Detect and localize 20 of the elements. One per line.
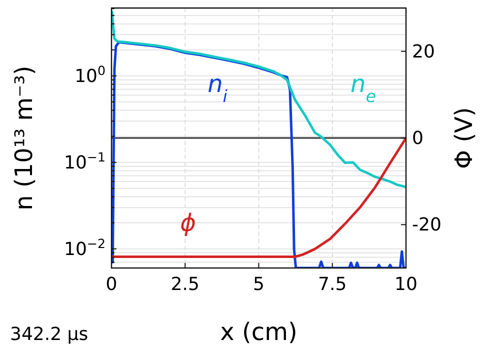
text: 342.2 μs bbox=[10, 324, 88, 345]
y2-tick-label: 0 bbox=[412, 128, 424, 149]
x-tick-label: 2.5 bbox=[170, 274, 200, 295]
y2-tick-label: -20 bbox=[412, 214, 442, 236]
x-axis-title: x (cm) bbox=[220, 318, 298, 346]
series-label: ϕ bbox=[180, 209, 196, 238]
series-label: n$_{e}$ bbox=[350, 70, 376, 106]
y-axis-title: n (10¹³ m⁻³) bbox=[10, 66, 38, 210]
y-tick-label: 10$^{−2}$ bbox=[64, 235, 106, 260]
line-series bbox=[112, 10, 406, 188]
line-series bbox=[112, 136, 406, 258]
y-tick-label: 10$^{−1}$ bbox=[64, 148, 106, 174]
x-tick-label: 5 bbox=[253, 274, 264, 295]
x-tick-label: 7.5 bbox=[318, 274, 347, 295]
x-tick-label: 10 bbox=[394, 274, 418, 295]
x-tick-label: 0 bbox=[106, 274, 118, 295]
y2-tick-label: 20 bbox=[412, 41, 435, 62]
y-tick-label: 10$^{0}$ bbox=[74, 62, 106, 87]
series-label: n$_{i}$ bbox=[208, 70, 228, 106]
y2-axis-title: Φ (V) bbox=[450, 107, 478, 169]
